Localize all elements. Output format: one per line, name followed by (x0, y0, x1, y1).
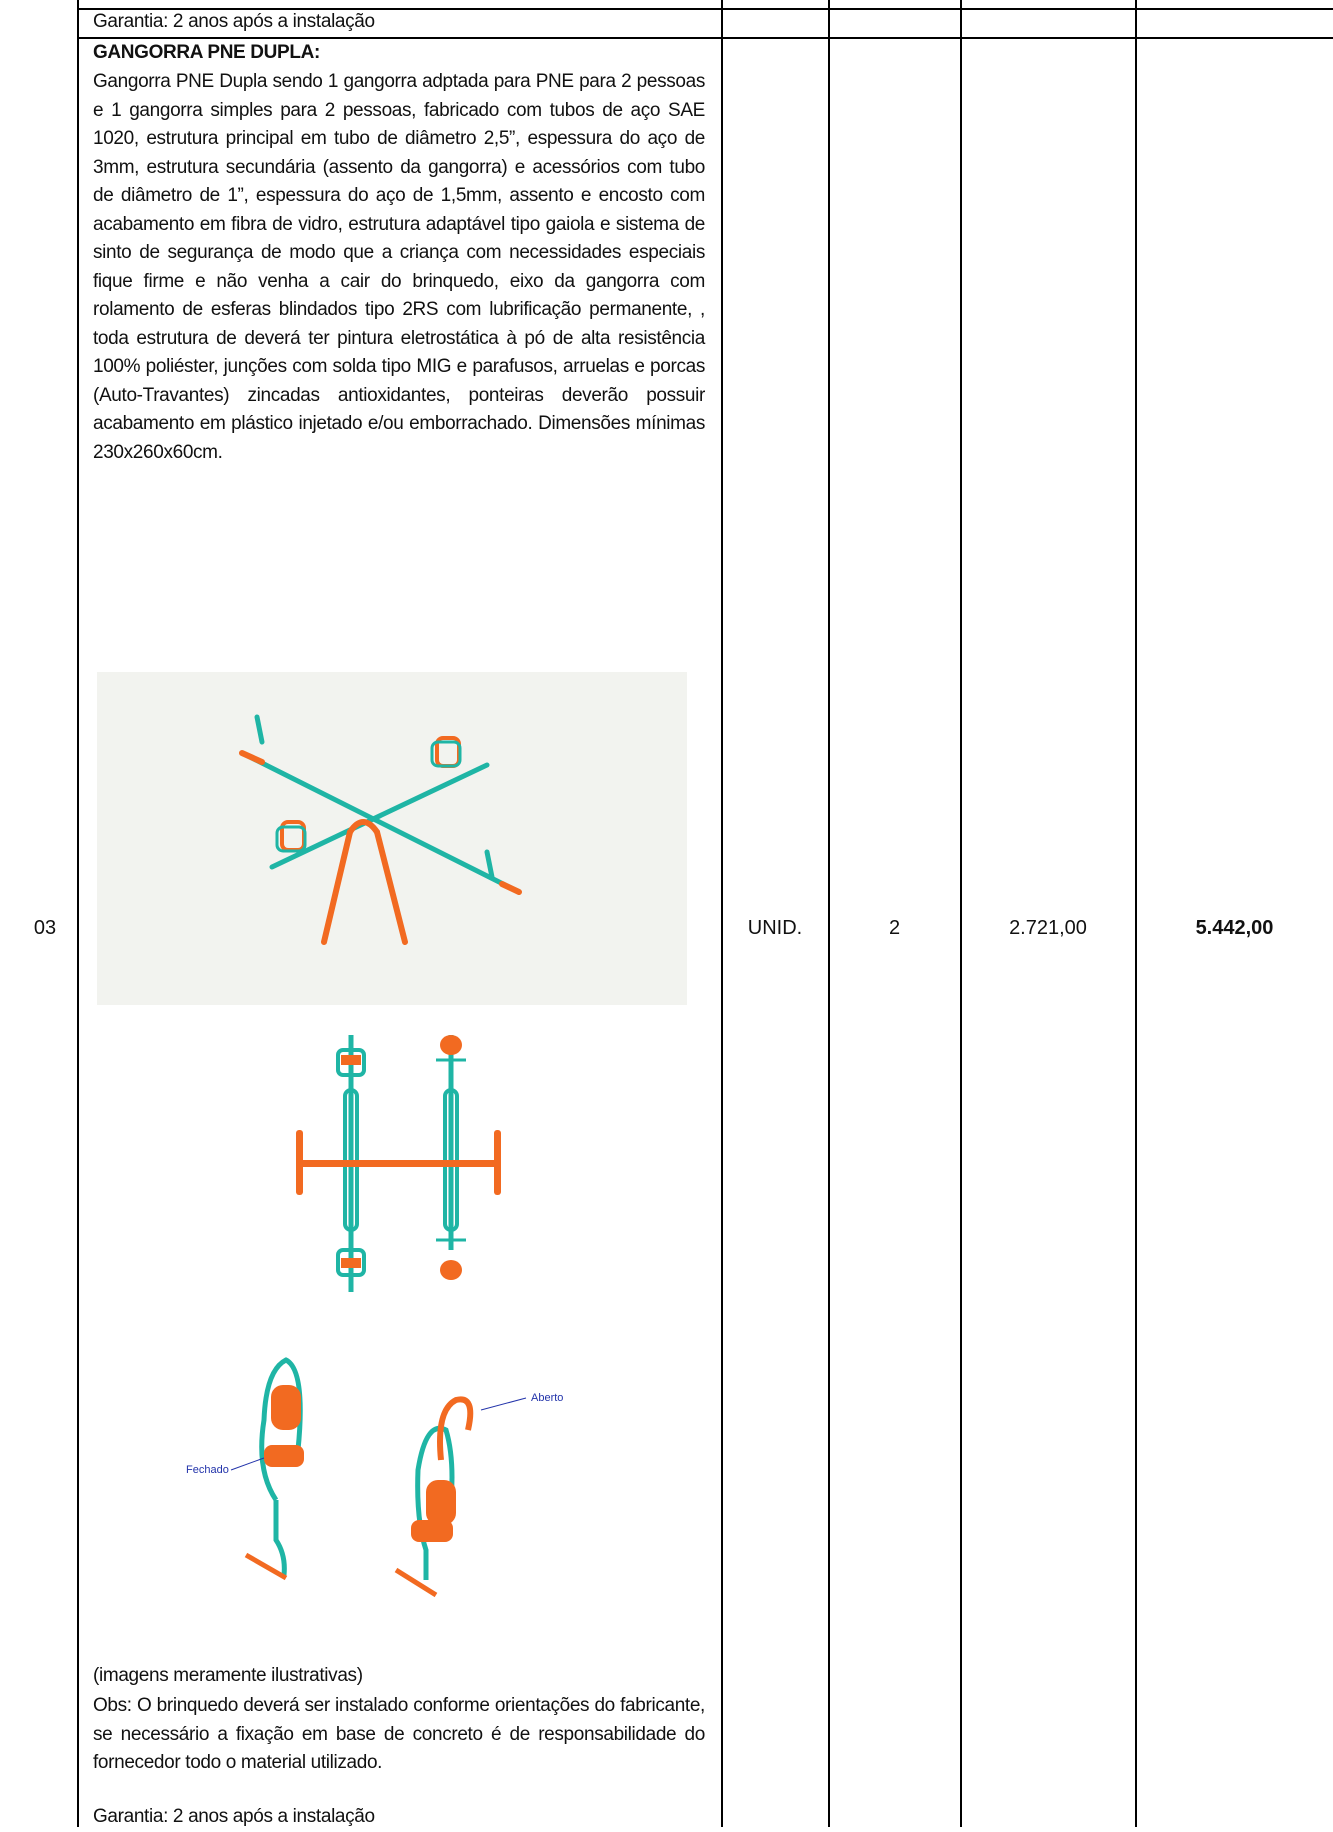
border (1135, 0, 1137, 1827)
description: Gangorra PNE Dupla sendo 1 gangorra adpt… (93, 71, 705, 463)
illustration-top-view (296, 1035, 501, 1292)
image-label: Fechado (186, 1464, 229, 1476)
quantity: 2 (888, 917, 901, 939)
border (721, 0, 723, 1827)
total: 5.442,00 (1195, 917, 1274, 939)
illustration-seats: Fechado Aberto (186, 1357, 563, 1598)
caption: (imagens meramente ilustrativas) (93, 1665, 363, 1686)
item-title: GANGORRA PNE DUPLA: (93, 42, 320, 63)
border (77, 37, 1333, 39)
border (960, 0, 962, 1827)
illustration-perspective (97, 672, 687, 1005)
border (77, 0, 79, 1827)
image-label: Aberto (531, 1392, 563, 1404)
item-number: 03 (33, 917, 57, 939)
border (828, 0, 830, 1827)
unit: UNID. (747, 917, 803, 939)
warranty: Garantia: 2 anos após a instalação (93, 11, 375, 32)
warranty: Garantia: 2 anos após a instalação (93, 1806, 375, 1827)
border (77, 8, 1333, 10)
unit-price: 2.721,00 (1009, 917, 1087, 939)
obs: Obs: O brinquedo deverá ser instalado co… (93, 1695, 705, 1773)
